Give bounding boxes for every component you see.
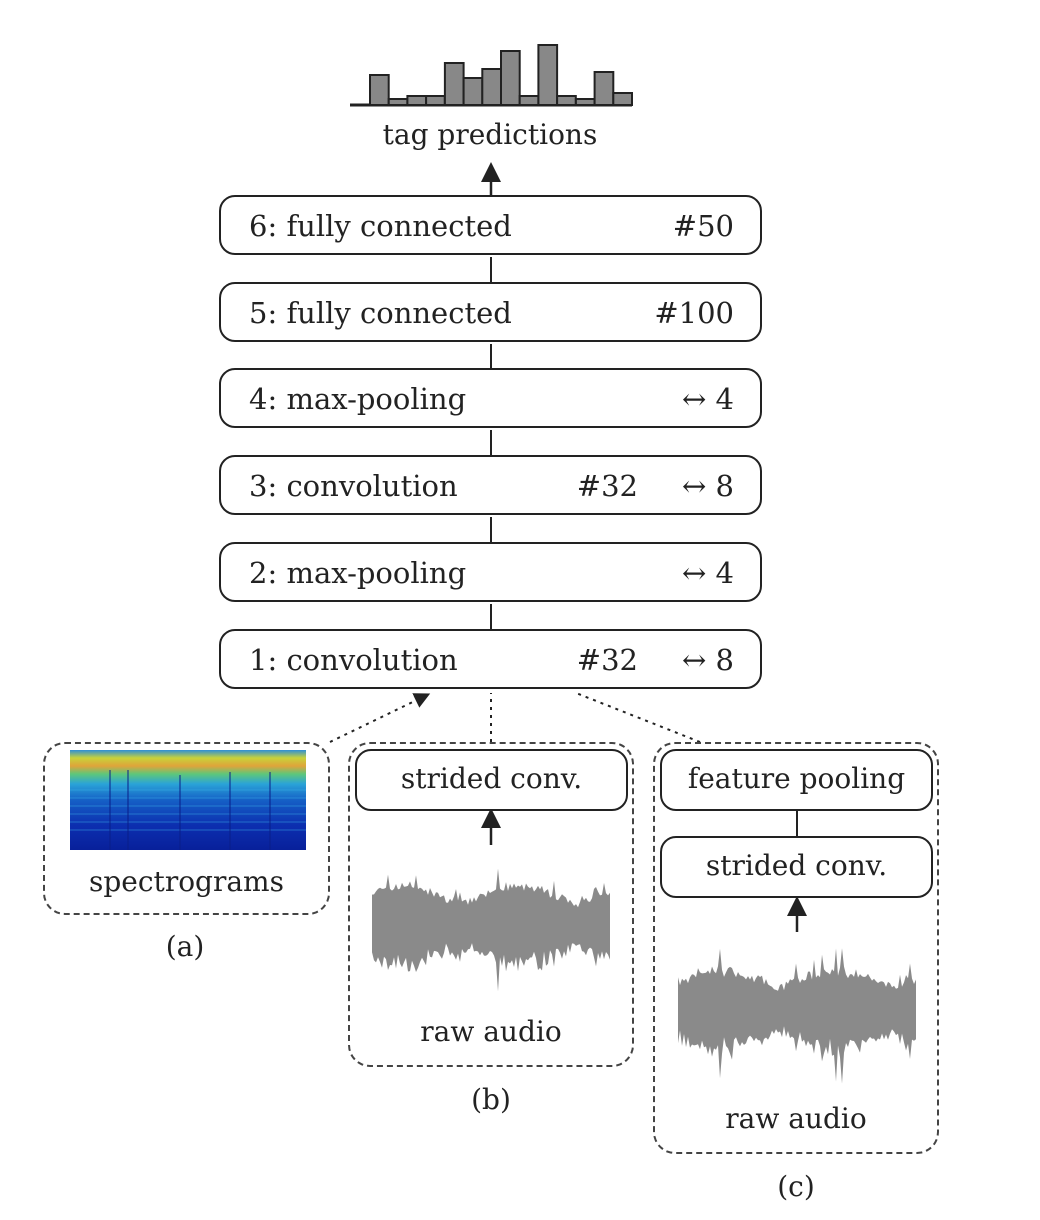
- histogram-bar: [500, 50, 521, 106]
- spectrogram-image: [70, 750, 306, 850]
- layer-2-pool: ↔ 4: [682, 556, 734, 590]
- strided-conv-box-c: strided conv.: [660, 836, 933, 898]
- dotted-link-a: [329, 693, 431, 743]
- variant-a-frame: [43, 742, 330, 915]
- histogram-bar: [593, 71, 615, 106]
- spectrograms-label: spectrograms: [89, 865, 284, 898]
- variant-c-frame: [653, 742, 939, 1154]
- layer-3-pool: ↔ 8: [682, 469, 734, 503]
- tag-predictions-label: tag predictions: [382, 118, 598, 151]
- layer-4: 4: max-pooling ↔ 4: [219, 368, 762, 428]
- histogram-bar: [612, 92, 633, 106]
- histogram-bar: [369, 74, 390, 106]
- layer-3-count: #32: [576, 469, 638, 503]
- layer-6-name: 6: fully connected: [249, 209, 512, 243]
- layer-2-name: 2: max-pooling: [249, 556, 467, 590]
- waveform-shape: [678, 948, 916, 1084]
- dotted-link-c: [575, 692, 701, 743]
- raw-audio-label-b: raw audio: [420, 1015, 562, 1048]
- caption-c: (c): [777, 1170, 815, 1203]
- waveform-shape: [372, 868, 610, 992]
- caption-b: (b): [471, 1083, 511, 1116]
- layer-1-name: 1: convolution: [249, 643, 458, 677]
- layer-4-name: 4: max-pooling: [249, 382, 467, 416]
- layer-2: 2: max-pooling ↔ 4: [219, 542, 762, 602]
- layer-1-count: #32: [576, 643, 638, 677]
- layer-4-pool: ↔ 4: [682, 382, 734, 416]
- layer-1-pool: ↔ 8: [682, 643, 734, 677]
- feature-pooling-box: feature pooling: [660, 749, 933, 811]
- raw-audio-waveform-b: [372, 868, 610, 992]
- layer-5: 5: fully connected #100: [219, 282, 762, 342]
- tag-prediction-histogram: [350, 44, 633, 107]
- layer-5-name: 5: fully connected: [249, 296, 512, 330]
- layer-6-count: #50: [672, 209, 734, 243]
- histogram-bar: [537, 44, 559, 106]
- raw-audio-waveform-c: [678, 948, 916, 1084]
- layer-6: 6: fully connected #50: [219, 195, 762, 255]
- layer-3-name: 3: convolution: [249, 469, 458, 503]
- strided-conv-box-b: strided conv.: [355, 749, 628, 811]
- layer-1: 1: convolution #32 ↔ 8: [219, 629, 762, 689]
- variant-b-frame: [348, 742, 634, 1067]
- caption-a: (a): [165, 930, 205, 963]
- layer-5-count: #100: [654, 296, 734, 330]
- raw-audio-label-c: raw audio: [725, 1102, 867, 1135]
- layer-3: 3: convolution #32 ↔ 8: [219, 455, 762, 515]
